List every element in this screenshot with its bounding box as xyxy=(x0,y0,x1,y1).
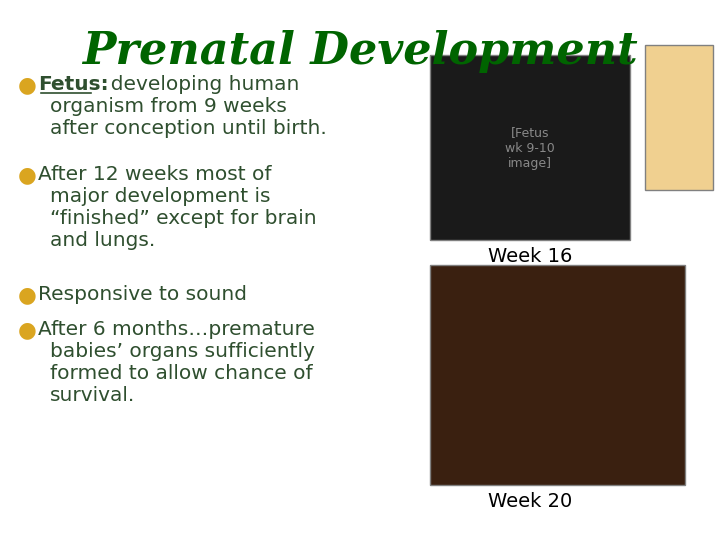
Text: developing human: developing human xyxy=(98,75,300,94)
Text: [Fetus
wk 9-10
image]: [Fetus wk 9-10 image] xyxy=(505,126,555,170)
Text: formed to allow chance of: formed to allow chance of xyxy=(50,364,312,383)
Text: ●: ● xyxy=(18,165,37,185)
Text: Week 20: Week 20 xyxy=(488,492,572,511)
FancyBboxPatch shape xyxy=(645,45,713,190)
Text: Responsive to sound: Responsive to sound xyxy=(38,285,247,304)
Text: major development is: major development is xyxy=(50,187,271,206)
Text: survival.: survival. xyxy=(50,386,135,405)
Text: Prenatal Development: Prenatal Development xyxy=(82,30,638,73)
Text: babies’ organs sufficiently: babies’ organs sufficiently xyxy=(50,342,315,361)
Text: ●: ● xyxy=(18,285,37,305)
Text: Week 16: Week 16 xyxy=(488,247,572,266)
FancyBboxPatch shape xyxy=(430,265,685,485)
Text: organism from 9 weeks: organism from 9 weeks xyxy=(50,97,287,116)
Text: “finished” except for brain: “finished” except for brain xyxy=(50,209,317,228)
Text: ●: ● xyxy=(18,320,37,340)
Text: After 12 weeks most of: After 12 weeks most of xyxy=(38,165,271,184)
Text: After 6 months…premature: After 6 months…premature xyxy=(38,320,315,339)
FancyBboxPatch shape xyxy=(430,55,630,240)
Text: Fetus:: Fetus: xyxy=(38,75,109,94)
Text: ●: ● xyxy=(18,75,37,95)
Text: after conception until birth.: after conception until birth. xyxy=(50,119,327,138)
Text: and lungs.: and lungs. xyxy=(50,231,156,250)
